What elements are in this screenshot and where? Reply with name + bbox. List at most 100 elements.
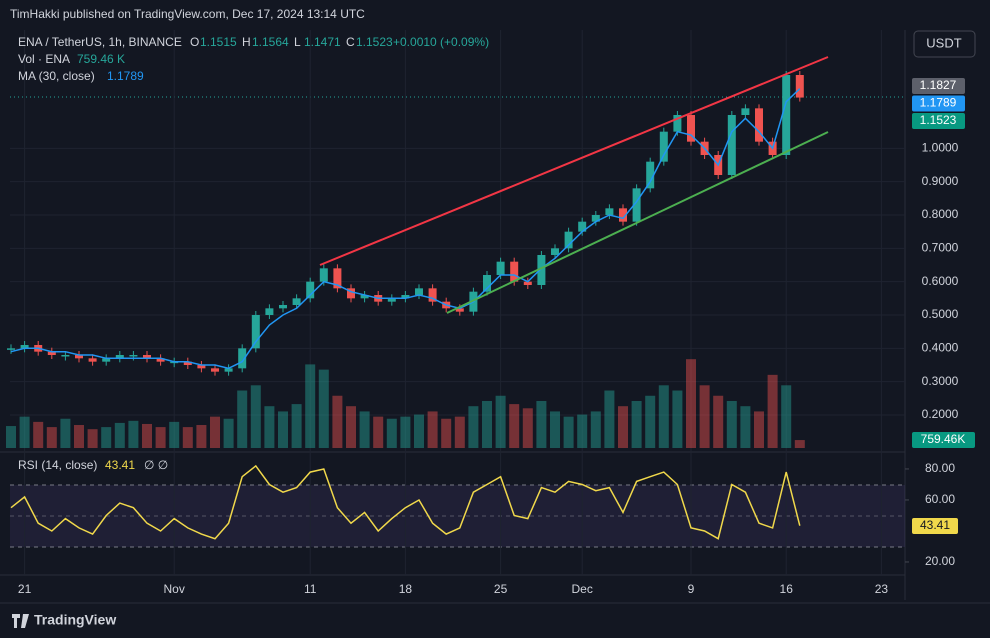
- rsi-tick-label: 80.00: [925, 461, 955, 475]
- ohlc-key: L: [294, 35, 301, 49]
- volume-bar: [658, 385, 669, 448]
- candle: [496, 261, 505, 275]
- candle: [75, 355, 83, 359]
- candle: [129, 355, 138, 357]
- candle: [47, 351, 56, 355]
- currency-button[interactable]: [913, 30, 976, 58]
- ohlc-key: H: [242, 35, 251, 49]
- volume-bar: [686, 359, 696, 448]
- ohlc-key: O: [190, 35, 199, 49]
- volume-legend: Vol · ENA: [18, 52, 70, 66]
- volume-bar: [6, 426, 16, 448]
- ohlc-value: 1.1523: [356, 35, 393, 49]
- candle: [510, 261, 519, 282]
- volume-tag-label: 759.46K: [921, 432, 966, 446]
- volume-bar: [794, 440, 805, 448]
- candle: [20, 345, 29, 349]
- candle: [115, 355, 124, 359]
- candle: [673, 115, 682, 132]
- candle: [251, 315, 260, 349]
- candle: [551, 248, 559, 255]
- ma-line: [10, 88, 801, 370]
- volume-bar: [577, 414, 588, 448]
- ma-legend: MA (30, close): [18, 69, 95, 83]
- support-trendline: [446, 131, 829, 314]
- x-tick-label: 11: [304, 582, 317, 596]
- x-tick-label: 25: [494, 582, 508, 596]
- volume-bar: [454, 416, 465, 448]
- volume-bar: [87, 429, 98, 448]
- volume-bar: [550, 411, 560, 448]
- candle: [387, 298, 396, 302]
- volume-bar: [142, 423, 152, 448]
- volume-bar: [645, 395, 656, 448]
- y-tick-label: 0.7000: [922, 241, 959, 255]
- brand: TradingView: [34, 612, 116, 628]
- candle: [605, 208, 614, 215]
- volume-bar: [33, 421, 44, 448]
- price-tag: [912, 113, 965, 129]
- volume-bar: [563, 416, 574, 448]
- volume-bar: [101, 427, 112, 448]
- currency[interactable]: USDT: [926, 35, 961, 50]
- volume-bar: [250, 385, 261, 448]
- candle: [7, 348, 15, 350]
- volume-bar: [182, 427, 193, 448]
- x-tick-label: 21: [18, 582, 32, 596]
- volume-bar: [359, 411, 370, 448]
- volume-bar: [46, 427, 57, 448]
- candle: [306, 281, 315, 299]
- x-tick-label: Nov: [164, 582, 185, 596]
- volume-bar: [754, 411, 764, 448]
- volume-bar: [318, 369, 329, 448]
- symbol: ENA / TetherUS, 1h, BINANCE: [18, 35, 182, 49]
- volume-bar: [278, 411, 288, 448]
- volume-bar: [196, 425, 207, 448]
- candle: [578, 221, 587, 232]
- rsi-tick-label: 20.00: [925, 554, 955, 568]
- volume-bar: [305, 364, 316, 448]
- volume-bar: [237, 390, 248, 448]
- volume-bar: [291, 404, 302, 448]
- rsi-tag: [912, 518, 958, 534]
- volume-bar: [767, 374, 778, 448]
- volume-bar: [427, 411, 438, 448]
- y-tick-label: 0.5000: [922, 307, 959, 321]
- publisher: TimHakki published on TradingView.com, D…: [10, 7, 365, 21]
- volume-bar: [19, 416, 30, 448]
- x-tick-label: 18: [399, 582, 413, 596]
- candle: [523, 281, 532, 285]
- volume-bar: [414, 414, 424, 448]
- volume-bar: [346, 406, 356, 448]
- price-tag: [912, 78, 965, 94]
- candle: [646, 161, 655, 189]
- volume-bar: [631, 400, 642, 448]
- volume-bar: [672, 390, 683, 448]
- candle: [156, 358, 165, 362]
- volume-legend-value: 759.46 K: [77, 52, 125, 66]
- rsi-tag-label: 43.41: [920, 518, 950, 532]
- volume-bar: [223, 418, 234, 448]
- x-tick-label: Dec: [572, 582, 593, 596]
- ohlc-value: 1.1515: [200, 35, 237, 49]
- logo: [12, 614, 29, 628]
- price-tag-label: 1.1789: [920, 96, 957, 110]
- volume-bar: [128, 420, 139, 448]
- volume-bar: [590, 411, 601, 448]
- candle: [619, 208, 627, 222]
- candle: [360, 295, 369, 299]
- volume-bar: [482, 400, 492, 448]
- volume-bar: [264, 406, 275, 448]
- volume-bar: [495, 395, 506, 448]
- ohlc-value: 1.1471: [304, 35, 341, 49]
- ohlc-key: C: [346, 35, 355, 49]
- candle: [319, 268, 328, 282]
- rsi-legend: RSI (14, close): [18, 458, 97, 472]
- ohlc-value: 1.1564: [252, 35, 289, 49]
- volume-bar: [604, 390, 615, 448]
- candle: [224, 368, 233, 372]
- candle: [741, 108, 750, 115]
- candle: [197, 365, 206, 369]
- volume-bar: [536, 400, 547, 448]
- volume-bar: [726, 400, 737, 448]
